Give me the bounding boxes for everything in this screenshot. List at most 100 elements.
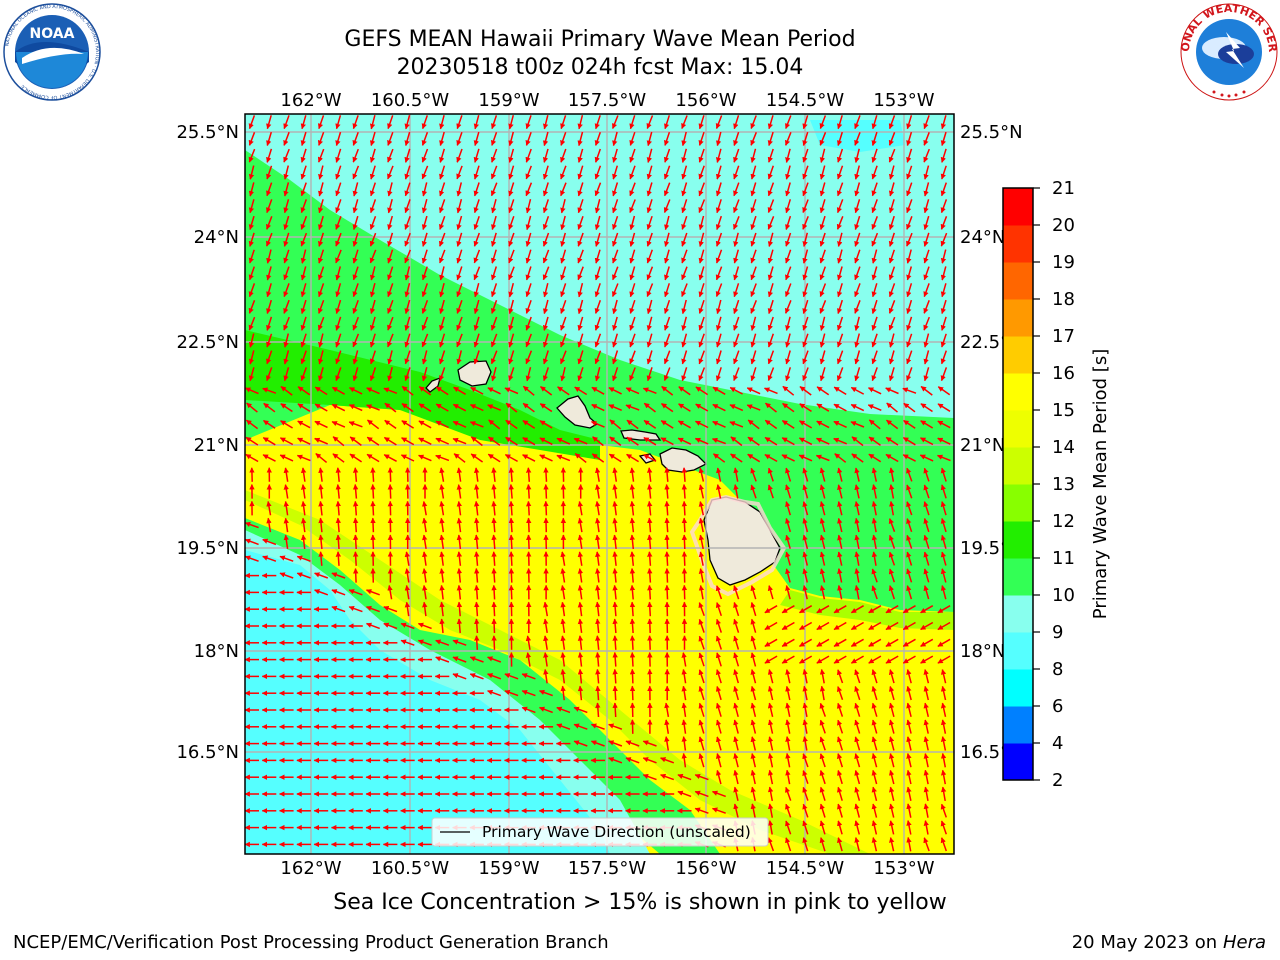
wave-direction-arrow [871,165,878,180]
wave-direction-arrow [785,165,791,180]
wave-direction-arrow [491,601,497,617]
wave-direction-arrow [266,199,273,214]
wave-direction-arrow [612,685,618,701]
wave-direction-arrow [248,132,256,146]
wave-direction-arrow [871,316,878,331]
wave-direction-arrow [421,283,429,298]
wave-direction-arrow [888,182,895,197]
wave-direction-arrow [733,367,740,382]
wave-direction-arrow [473,350,480,365]
wave-direction-arrow [283,299,290,314]
wave-direction-arrow [715,283,723,298]
wave-direction-arrow [940,216,948,230]
wave-direction-arrow [871,350,878,365]
wave-direction-arrow [352,232,359,247]
lon-tick-label-top: 156°W [675,90,736,111]
wave-direction-arrow [906,367,913,382]
wave-direction-arrow [470,404,484,412]
wave-direction-arrow [331,386,345,395]
wave-direction-arrow [335,266,342,281]
wave-direction-arrow [906,182,913,197]
wave-direction-arrow [369,232,377,247]
wave-direction-arrow [404,148,411,163]
wave-direction-arrow [802,232,809,247]
wave-direction-arrow [802,316,809,331]
wave-direction-arrow [750,249,757,264]
wave-direction-arrow [612,299,618,315]
wave-direction-arrow [369,199,377,214]
wave-direction-arrow [266,266,272,281]
wave-direction-arrow [283,249,290,264]
wave-direction-arrow [681,131,687,147]
wave-direction-arrow [629,232,636,247]
wave-direction-arrow [646,215,653,230]
wave-direction-arrow [663,148,671,163]
wave-direction-arrow [871,232,879,247]
wave-direction-arrow [418,403,432,413]
wave-direction-arrow [854,316,860,331]
wave-direction-arrow [491,199,497,214]
wave-direction-arrow [542,367,550,382]
wave-direction-arrow [508,249,515,264]
wave-direction-arrow [526,534,532,550]
wave-direction-arrow [335,199,342,214]
wave-direction-arrow [888,300,896,314]
wave-direction-arrow [819,115,827,130]
wave-direction-arrow [923,215,930,231]
wave-direction-arrow [456,148,463,163]
wave-direction-arrow [421,148,429,163]
wave-direction-arrow [317,148,325,163]
wave-direction-arrow [612,668,618,684]
colorbar-segment [1003,669,1033,707]
legend-label: Primary Wave Direction (unscaled) [482,823,751,841]
wave-direction-arrow [906,131,913,147]
wave-direction-arrow [612,148,618,163]
wave-direction-arrow [923,367,930,382]
wave-direction-arrow [577,266,584,281]
wave-direction-arrow [871,299,878,315]
wave-direction-arrow [490,182,498,197]
wave-direction-arrow [335,316,342,331]
wave-direction-arrow [335,182,342,197]
wave-direction-arrow [802,182,809,197]
wave-direction-arrow [439,249,446,264]
wave-direction-arrow [681,500,688,516]
wave-direction-arrow [836,333,844,348]
wave-direction-arrow [664,500,670,516]
footer-credit: NCEP/EMC/Verification Post Processing Pr… [13,932,609,953]
wave-direction-arrow [369,350,377,365]
wave-direction-arrow [543,467,549,482]
colorbar-segment [1003,521,1033,559]
wave-direction-arrow [490,115,498,130]
wave-direction-arrow [300,215,308,230]
wave-direction-arrow [248,115,256,130]
wave-direction-arrow [785,199,792,214]
niihau-island [425,376,441,393]
wave-direction-arrow [819,215,826,231]
wave-direction-arrow [265,232,273,247]
wave-direction-arrow [318,182,324,197]
wave-direction-arrow [663,115,671,130]
wave-direction-arrow [335,215,342,230]
wave-direction-arrow [698,215,705,231]
wave-direction-arrow [802,165,809,180]
wave-direction-arrow [473,182,480,197]
wave-direction-arrow [594,232,601,247]
wave-direction-arrow [577,115,584,130]
wave-direction-arrow [629,199,636,214]
colorbar-tick-label: 17 [1052,326,1075,347]
wave-direction-arrow [763,387,778,395]
wave-direction-arrow [335,534,342,550]
wave-direction-arrow [525,199,532,214]
wave-direction-arrow [404,182,411,197]
wave-direction-arrow [387,115,394,130]
wave-direction-arrow [871,249,878,264]
wave-direction-arrow [525,283,532,298]
wave-direction-arrow [612,266,619,281]
wave-direction-arrow [335,333,342,348]
wave-direction-arrow [629,249,636,264]
wave-direction-arrow [266,283,272,298]
wave-direction-arrow [331,403,346,412]
wave-direction-arrow [854,350,861,365]
wave-direction-arrow [663,350,671,365]
